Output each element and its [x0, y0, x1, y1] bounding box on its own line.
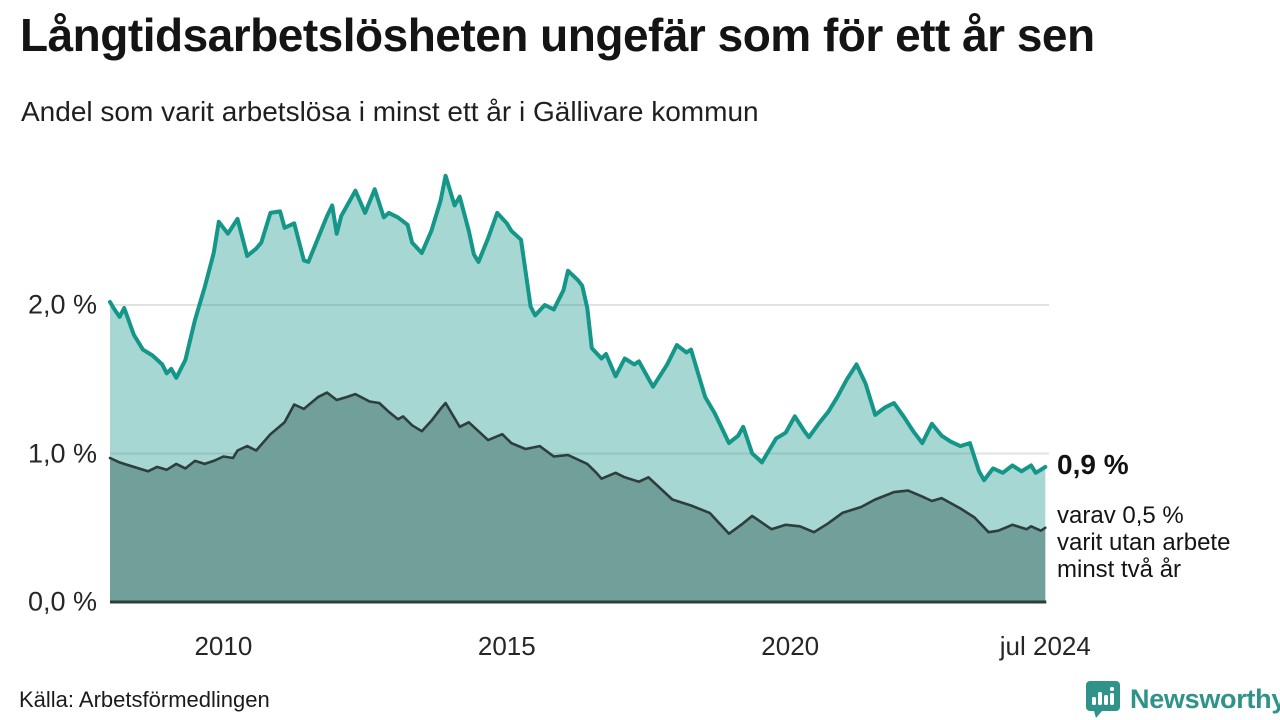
x-tick-label: 2010 — [194, 631, 253, 661]
end-value-label: 0,9 % — [1057, 449, 1129, 480]
description-line-2: varit utan arbete — [1057, 529, 1231, 556]
x-tick-label: jul 2024 — [999, 631, 1091, 661]
description-line-1: varav 0,5 % — [1057, 502, 1184, 529]
line-minst-ett-ar — [108, 173, 1048, 483]
brand-name: Newsworthy — [1130, 683, 1280, 714]
x-tick-label: 2020 — [761, 631, 820, 661]
page-title: Långtidsarbetslösheten ungefär som för e… — [20, 9, 1095, 61]
x-tick-label: 2015 — [477, 631, 536, 661]
line-minst-tva-ar — [108, 391, 1047, 535]
source-attribution: Källa: Arbetsförmedlingen — [19, 687, 270, 712]
y-tick-label: 1,0 % — [27, 438, 97, 468]
y-tick-label: 2,0 % — [27, 289, 97, 320]
newsworthy-logo: Newsworthy — [1085, 680, 1280, 718]
area-fill-minst-tva-ar — [110, 392, 1046, 602]
page-subtitle: Andel som varit arbetslösa i minst ett å… — [21, 96, 759, 127]
end-annotation: 0,9 % varav 0,5 % varit utan arbete mins… — [1057, 449, 1272, 583]
newsworthy-bar-chart-icon — [1086, 681, 1120, 718]
y-tick-label: 0,0 % — [27, 586, 97, 617]
description-line-3: minst två år — [1057, 556, 1182, 583]
end-value-description: varav 0,5 % varit utan arbete minst två … — [1057, 502, 1272, 583]
